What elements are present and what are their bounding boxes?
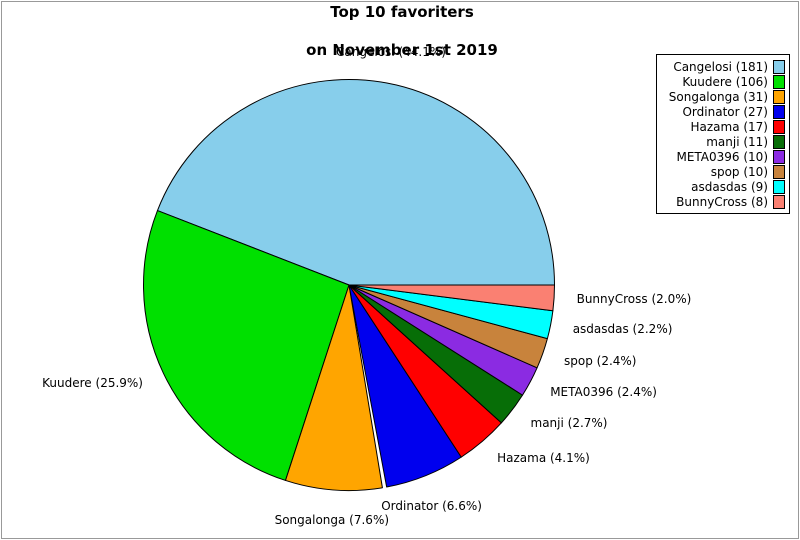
legend-color-swatch bbox=[773, 164, 785, 179]
slice-label-manji: manji (2.7%) bbox=[530, 416, 608, 430]
legend-item-kuudere: Kuudere (106) bbox=[660, 74, 785, 89]
legend-item-label: spop (10) bbox=[710, 164, 768, 179]
slice-label-songalonga: Songalonga (7.6%) bbox=[274, 513, 390, 528]
legend-item-asdasdas: asdasdas (9) bbox=[660, 179, 785, 194]
legend-item-label: Ordinator (27) bbox=[682, 104, 768, 119]
pie-slice-songalonga bbox=[285, 284, 383, 491]
legend-item-ordinator: Ordinator (27) bbox=[660, 104, 785, 119]
slice-label-cangelosi: Cangelosi (44.1%) bbox=[336, 44, 446, 59]
legend-color-swatch bbox=[773, 179, 785, 194]
legend-item-label: META0396 (10) bbox=[676, 149, 768, 164]
slice-label-asdasdas: asdasdas (2.2%) bbox=[572, 322, 673, 337]
legend-item-label: Kuudere (106) bbox=[682, 74, 768, 89]
legend-item-cangelosi: Cangelosi (181) bbox=[660, 59, 785, 74]
legend-item-label: BunnyCross (8) bbox=[676, 194, 768, 209]
legend-item-label: manji (11) bbox=[706, 134, 768, 149]
legend-color-swatch bbox=[773, 89, 785, 104]
legend-color-swatch bbox=[773, 59, 785, 74]
legend-color-swatch bbox=[773, 149, 785, 164]
legend-item-label: Songalonga (31) bbox=[668, 89, 768, 104]
legend: Cangelosi (181) Kuudere (106) Songalonga (… bbox=[656, 54, 790, 214]
slice-label-meta0396: META0396 (2.4%) bbox=[550, 385, 657, 400]
legend-color-swatch bbox=[773, 134, 785, 149]
legend-color-swatch bbox=[773, 104, 785, 119]
slice-label-bunnycross: BunnyCross (2.0%) bbox=[576, 292, 692, 307]
legend-color-swatch bbox=[773, 119, 785, 134]
chart-title-line1: Top 10 favoriters bbox=[330, 3, 474, 21]
chart-title: Top 10 favoriters on November 1st 2019 bbox=[102, 3, 702, 60]
slice-label-hazama: Hazama (4.1%) bbox=[497, 451, 590, 466]
legend-item-hazama: Hazama (17) bbox=[660, 119, 785, 134]
legend-item-manji: manji (11) bbox=[660, 134, 785, 149]
legend-item-meta0396: META0396 (10) bbox=[660, 149, 785, 164]
pie-slice-kuudere bbox=[143, 210, 350, 481]
legend-item-bunnycross: BunnyCross (8) bbox=[660, 194, 785, 209]
pie-slice-cangelosi bbox=[156, 79, 555, 286]
slice-label-ordinator: Ordinator (6.6%) bbox=[381, 498, 482, 513]
slice-label-spop: spop (2.4%) bbox=[564, 353, 637, 368]
legend-item-label: asdasdas (9) bbox=[691, 179, 768, 194]
chart-title-line2: on November 1st 2019 bbox=[306, 41, 498, 59]
legend-item-spop: spop (10) bbox=[660, 164, 785, 179]
legend-color-swatch bbox=[773, 194, 785, 209]
legend-item-label: Cangelosi (181) bbox=[673, 59, 768, 74]
legend-item-label: Hazama (17) bbox=[690, 119, 768, 134]
slice-label-kuudere: Kuudere (25.9%) bbox=[42, 375, 143, 390]
legend-color-swatch bbox=[773, 74, 785, 89]
pie-slice-bunnycross bbox=[348, 284, 555, 312]
legend-item-songalonga: Songalonga (31) bbox=[660, 89, 785, 104]
